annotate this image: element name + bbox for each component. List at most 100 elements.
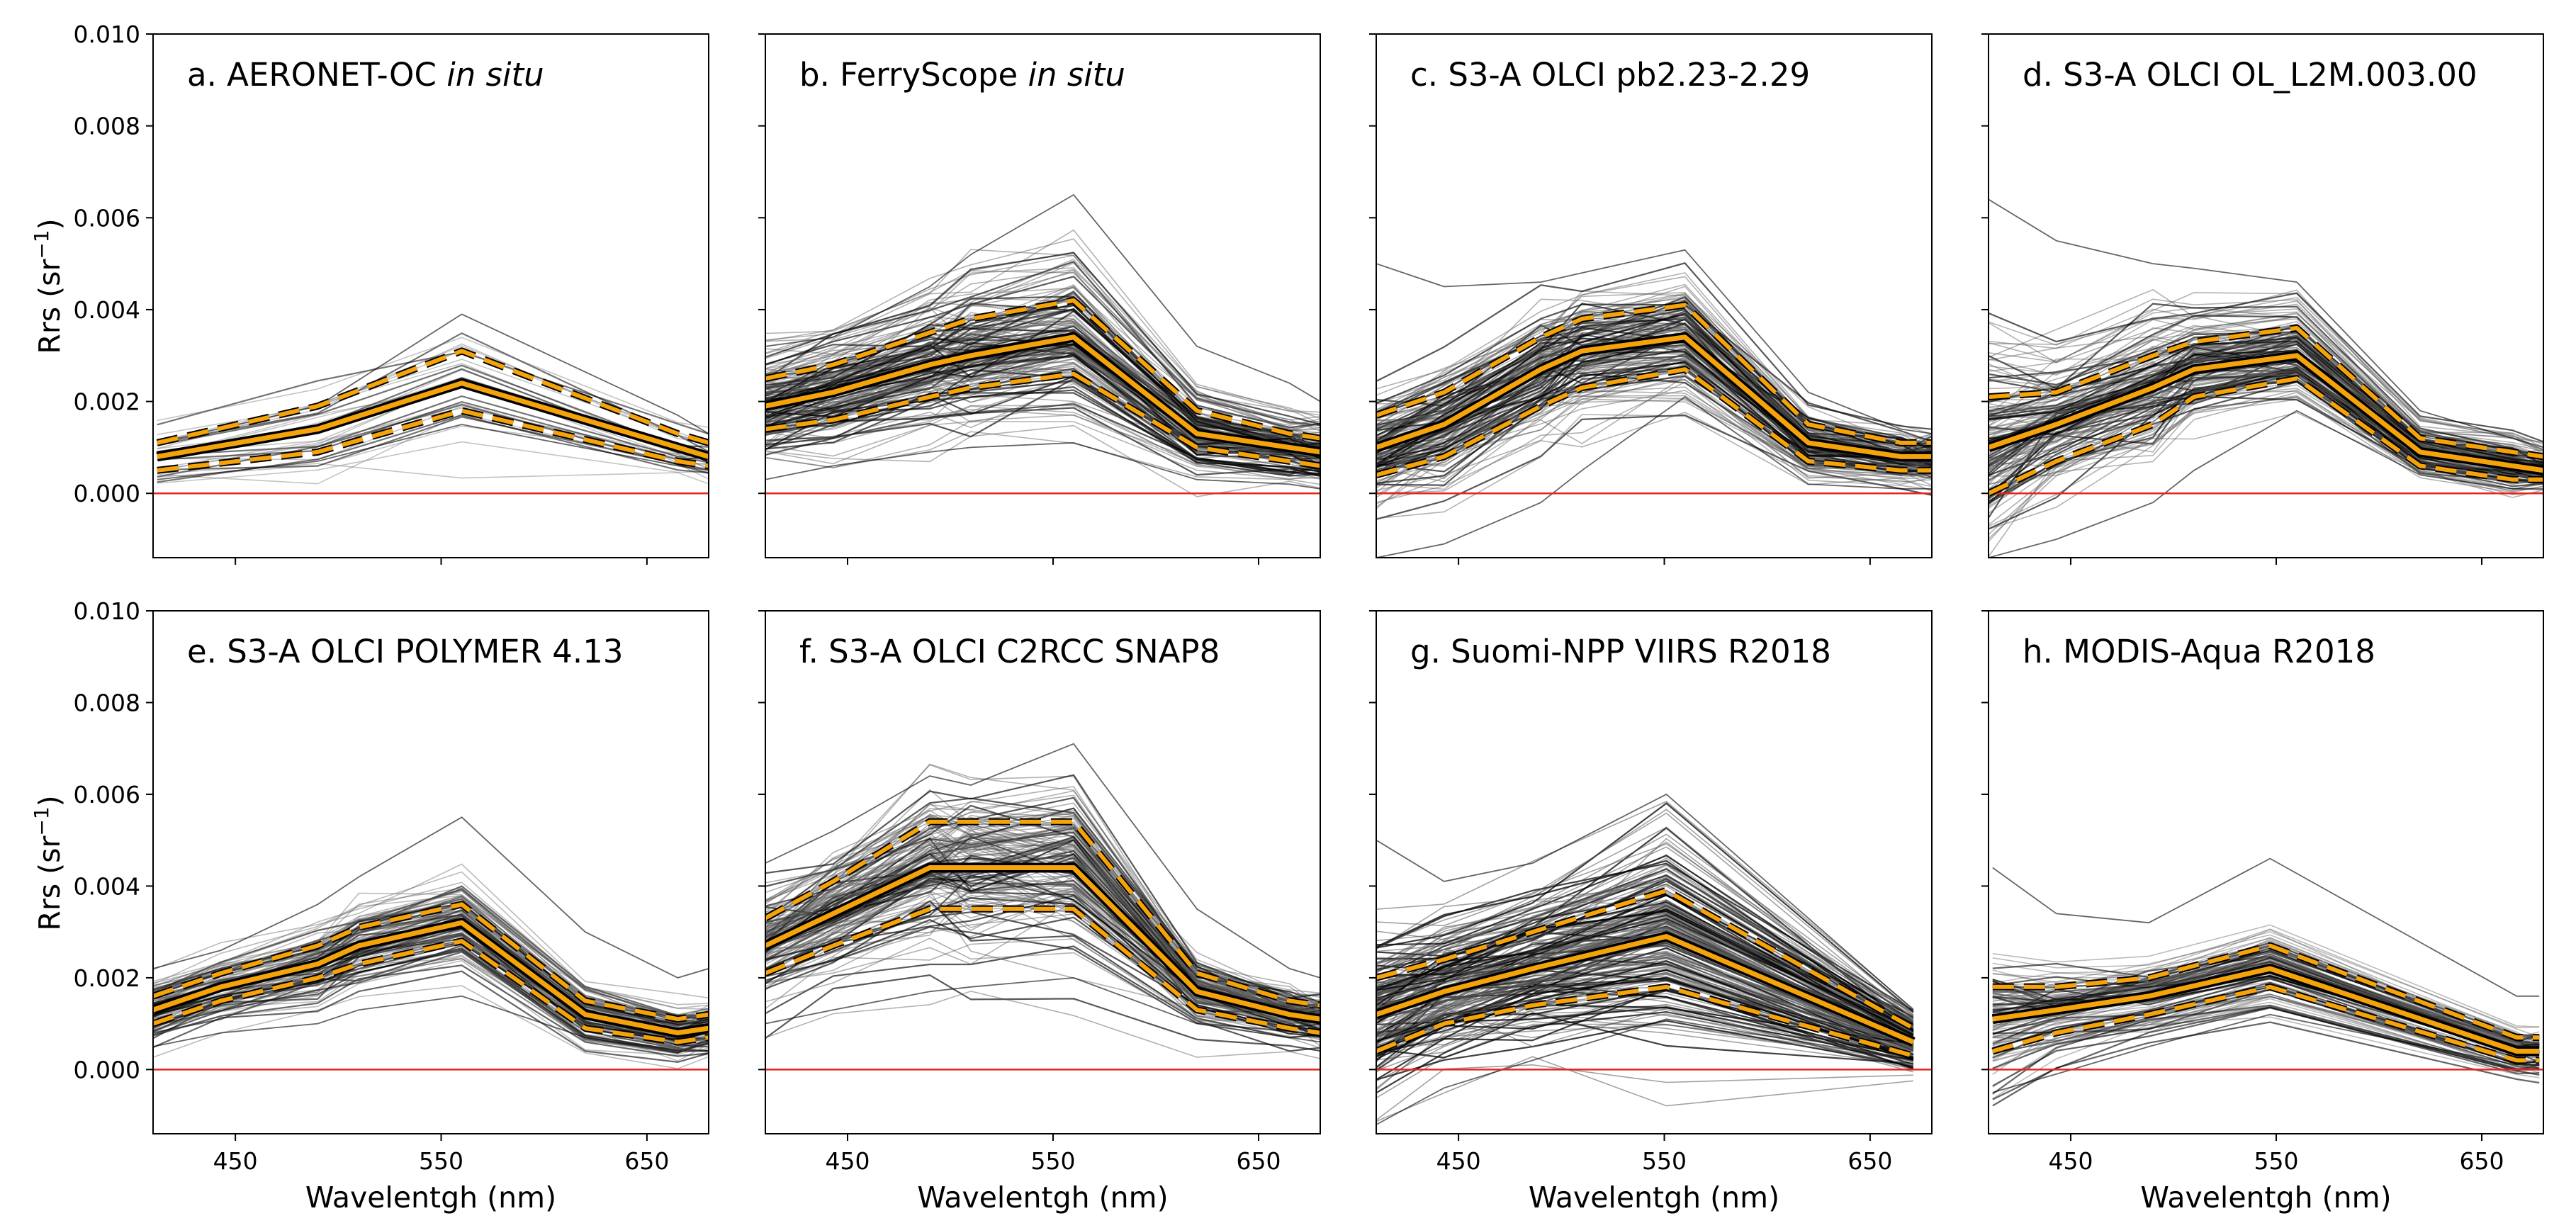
spectrum-line	[1989, 337, 2543, 463]
spectrum-line	[1989, 308, 2543, 450]
spectrum-line	[153, 889, 709, 1023]
spectrum-line	[1376, 366, 1932, 473]
spectrum-line	[1376, 1024, 1913, 1053]
std-upper-line	[1992, 942, 2540, 1042]
spectrum-line	[1376, 306, 1932, 449]
std-upper-line-stroke	[765, 819, 1320, 1008]
std-upper-line	[153, 901, 709, 1023]
spectrum-line	[765, 249, 1320, 416]
spectrum-line	[1989, 313, 2543, 454]
spectrum-line	[1376, 395, 1932, 496]
spectrum-line	[1376, 809, 1914, 1014]
x-tick-label: 550	[1642, 1147, 1687, 1175]
spectrum-line	[765, 976, 1320, 1043]
mean-line	[1989, 350, 2543, 475]
std-lower-line	[1376, 983, 1915, 1059]
spectrum-line	[157, 407, 709, 469]
spectrum-line	[1992, 976, 2540, 1066]
spectrum-line	[153, 901, 709, 1015]
mean-line-stroke	[765, 334, 1320, 455]
spectrum-line	[1376, 375, 1932, 505]
spectrum-line	[153, 888, 709, 1018]
spectrum-line	[1989, 395, 2543, 530]
spectrum-line	[765, 945, 1320, 1052]
spectrum-line	[1376, 855, 1914, 1019]
spectrum-line	[157, 400, 709, 461]
panel-title: d. S3-A OLCI OL_L2M.003.00	[2023, 56, 2477, 94]
spectrum-line	[153, 816, 709, 979]
spectrum-line	[1376, 300, 1932, 448]
mean-line	[156, 378, 709, 462]
x-axis-label: Wavelentgh (nm)	[917, 1181, 1168, 1215]
spectrum-line	[1989, 392, 2543, 526]
panel-f: 450 550 650 Wavelentgh (nm) f. S3-A OLCI C2…	[758, 610, 1321, 1215]
spectrum-line	[765, 891, 1320, 1035]
y-tick-label: 0.004	[74, 872, 140, 900]
spectrum-line	[1376, 1018, 1914, 1125]
spectrum-line	[153, 959, 709, 1056]
spectrum-line	[1376, 841, 1914, 1026]
panel-h: 450 550 650 Wavelentgh (nm) h. MODIS-Aqua R…	[1981, 610, 2544, 1215]
x-axis-label: Wavelentgh (nm)	[305, 1181, 556, 1215]
spectrum-line	[765, 890, 1320, 1041]
y-tick-label: 0.008	[74, 689, 140, 716]
spectrum-line	[1376, 802, 1914, 1013]
x-tick-label: 450	[826, 1147, 870, 1175]
spectrum-line	[1989, 307, 2543, 450]
spectrum-line	[1376, 880, 1914, 1025]
spectrum-line	[1376, 969, 1914, 1046]
std-lower-line-stroke	[765, 906, 1320, 1035]
spectrum-line	[765, 297, 1320, 432]
spectrum-line	[765, 369, 1320, 460]
spectrum-line	[1992, 978, 2540, 1067]
spectrum-line	[1376, 1056, 1913, 1122]
spectrum-line	[1376, 353, 1932, 480]
spectrum-line	[157, 337, 709, 428]
spectrum-line	[765, 874, 1320, 1035]
x-tick-label: 550	[2254, 1147, 2299, 1175]
spectrum-line	[1989, 292, 2543, 443]
spectrum-line	[1376, 987, 1914, 1081]
mean-line	[1376, 931, 1916, 1047]
spectrum-line	[153, 957, 709, 1052]
spectrum-line	[765, 911, 1320, 1038]
spectrum-line	[1376, 389, 1932, 498]
spectrum-line	[765, 897, 1320, 1029]
spectrum-line	[765, 891, 1320, 1030]
std-upper-line-stroke	[153, 902, 709, 1022]
spectrum-line	[1376, 1015, 1914, 1082]
spectrum-line	[1376, 318, 1932, 451]
spectrum-line	[153, 934, 709, 1049]
spectrum-line	[765, 974, 1320, 1052]
spectrum-line	[765, 431, 1320, 485]
x-tick-label: 450	[213, 1147, 258, 1175]
spectrum-line	[1376, 381, 1932, 494]
spectrum-line	[153, 906, 709, 1025]
spectrum-line	[153, 927, 709, 1049]
spectrum-line	[765, 380, 1320, 473]
x-tick-label: 450	[1436, 1147, 1481, 1175]
spectrum-line	[1376, 316, 1932, 445]
spectrum-line	[765, 238, 1320, 419]
spectrum-line	[153, 945, 709, 1053]
y-tick-label: 0.006	[74, 204, 140, 232]
spectrum-line	[1992, 959, 2540, 1047]
spectrum-line	[765, 839, 1320, 1018]
spectrum-line	[1992, 996, 2540, 1071]
y-tick-label: 0.010	[74, 21, 140, 48]
spectrum-line	[1376, 812, 1914, 1020]
std-upper-line	[1376, 301, 1932, 446]
spectrum-line	[765, 377, 1320, 477]
std-upper-line-stroke	[1989, 325, 2543, 459]
spectrum-line	[1376, 386, 1932, 490]
spectrum-line	[153, 889, 709, 1015]
spectrum-line	[1992, 928, 2540, 1037]
spectrum-line	[1989, 368, 2543, 535]
spectrum-line	[1376, 390, 1932, 476]
x-tick-label: 650	[1847, 1147, 1892, 1175]
std-lower-line-stroke	[1991, 984, 2540, 1063]
spectrum-line	[765, 991, 1320, 1059]
spectrum-line	[1376, 276, 1932, 435]
spectrum-line	[765, 821, 1320, 1008]
